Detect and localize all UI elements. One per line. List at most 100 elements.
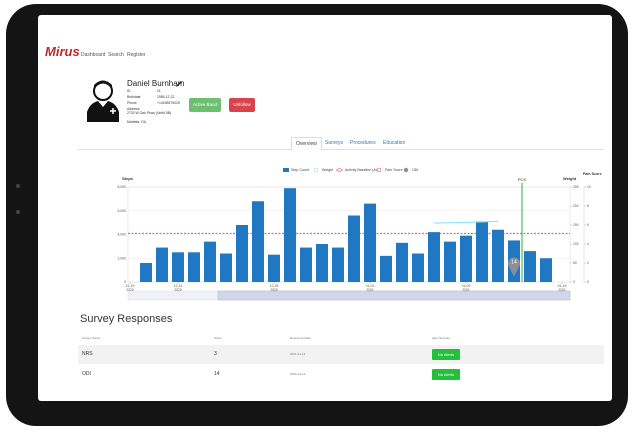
bar (188, 252, 200, 282)
bar (140, 263, 152, 282)
y2-axis-title: Weight (563, 176, 577, 181)
y-tick-label: 6,000 (118, 209, 127, 213)
legend-swatch (283, 168, 289, 172)
table-cell: NRS (82, 351, 93, 357)
y3-tick-label: 8 (587, 204, 589, 208)
field-label: Phone (127, 101, 137, 105)
annotation: PCS (518, 177, 527, 182)
odi-marker (508, 257, 521, 277)
field-value: 21 (157, 89, 161, 93)
bar (460, 235, 472, 282)
camera (16, 210, 20, 214)
bar (220, 253, 232, 282)
column-header: Alert Severity (432, 336, 450, 340)
legend-swatch (376, 167, 382, 173)
x-tick-label: 01-09 2021 (461, 284, 471, 292)
bar (172, 252, 184, 282)
bar (252, 201, 264, 282)
field-label: Birthdate (127, 95, 141, 99)
tab[interactable]: Procedures (350, 140, 376, 146)
divider (78, 149, 604, 150)
bar (348, 215, 360, 282)
y3-axis-title: Pain Score (583, 172, 602, 176)
table-cell: 2021-01-12 (290, 372, 306, 376)
legend-swatch (403, 167, 409, 173)
y-tick-label: 4,000 (118, 233, 127, 237)
legend-label: Weight (322, 168, 333, 172)
bar (316, 244, 328, 282)
table-cell: 3 (214, 351, 217, 357)
y-tick-label: 2,000 (118, 256, 127, 260)
tab[interactable]: Surveys (325, 140, 344, 146)
bar (476, 221, 488, 282)
field-value: 2733 W Oak Pkwy (Unit# 5B) (127, 111, 172, 115)
y3-tick-label: 4 (587, 242, 589, 246)
bar (284, 188, 296, 282)
table-cell: ODI (82, 371, 91, 377)
bar (396, 242, 408, 282)
x-tick-label: 12-28 2020 (269, 284, 279, 292)
patient-name: Daniel Burnham (127, 79, 185, 88)
bar (492, 229, 504, 282)
camera (16, 184, 20, 188)
screen (38, 15, 612, 401)
line (433, 220, 499, 224)
patient-address: Marietta, GA (127, 120, 147, 124)
y3-tick-label: 0 (587, 280, 589, 284)
legend-swatch (313, 167, 319, 173)
legend-label: ODI (412, 168, 418, 172)
x-tick-label: 01-03 2021 (365, 284, 375, 292)
bar (524, 251, 536, 282)
button[interactable]: Active Band (189, 98, 221, 112)
legend-label: Step Count (291, 168, 309, 172)
bar (444, 241, 456, 282)
bar (268, 254, 280, 282)
bar (380, 255, 392, 282)
y3-tick-label: 6 (587, 223, 589, 227)
y2-tick-label: 50 (573, 261, 577, 265)
bar (300, 247, 312, 282)
bar (236, 225, 248, 282)
x-tick-label: 01-15 2021 (557, 284, 567, 292)
button[interactable]: Unfollow (229, 98, 255, 112)
alert-badge[interactable]: No Alerts (432, 369, 460, 380)
field-label: ID (127, 89, 131, 93)
bar (428, 232, 440, 282)
logo[interactable]: Mirus (45, 44, 80, 59)
column-header: Score (214, 336, 222, 340)
nav-link[interactable]: Register (127, 52, 146, 58)
column-header: Response Date (290, 336, 311, 340)
bar (204, 241, 216, 282)
nav-link[interactable]: Search (108, 52, 124, 58)
scroll-handle[interactable] (217, 290, 571, 301)
y-tick-label: 8,000 (118, 185, 127, 189)
y2-tick-label: 150 (573, 223, 579, 227)
legend-label: Activity Baseline (Avg) (345, 168, 381, 172)
tab[interactable]: Education (383, 140, 406, 146)
x-tick-label: 12-22 2020 (173, 284, 183, 292)
y2-tick-label: 0 (573, 280, 575, 284)
nav-link[interactable]: Dashboard (81, 52, 106, 58)
avatar (87, 80, 119, 122)
edit-icon[interactable] (175, 80, 183, 88)
y-axis-title: Steps (122, 176, 134, 181)
y-tick-label: 0 (124, 280, 126, 284)
y2-tick-label: 250 (573, 185, 579, 189)
column-header: Survey Name (82, 336, 101, 340)
table-cell: 2021-01-12 (290, 352, 306, 356)
alert-badge[interactable]: No Alerts (432, 349, 460, 360)
legend-swatch (337, 167, 342, 173)
section-title: Survey Responses (80, 313, 173, 325)
legend-label: Pain Score (385, 168, 403, 172)
bar (412, 253, 424, 282)
field-value: +14155575025 (157, 101, 180, 105)
tab[interactable]: Overview (291, 137, 322, 150)
y3-tick-label: 10 (587, 185, 591, 189)
bar (156, 247, 168, 282)
bar (364, 203, 376, 282)
odi-label: 14 (511, 260, 517, 266)
y2-tick-label: 200 (573, 204, 579, 208)
y3-tick-label: 2 (587, 261, 589, 265)
